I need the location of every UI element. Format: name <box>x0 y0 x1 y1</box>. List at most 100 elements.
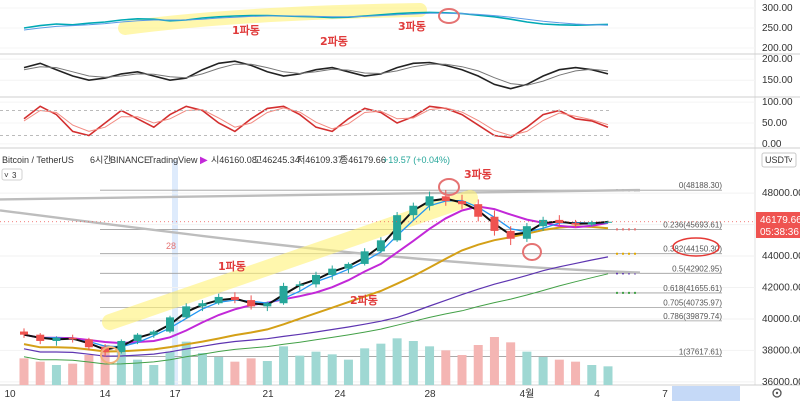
fib-level-label: 0.705(40735.97) <box>663 298 722 307</box>
time-tick-label: 14 <box>99 389 111 400</box>
high-value: 고46245.34 <box>254 155 300 165</box>
volume-bar <box>457 355 467 385</box>
osc-line <box>23 12 609 31</box>
fib-level-label: 0.5(42902.95) <box>672 264 722 273</box>
candle-body <box>117 340 126 352</box>
chevron-down-icon: ˅ <box>4 171 9 180</box>
volume-bar <box>35 361 45 385</box>
volume-bar <box>116 348 126 385</box>
source-label: TradingView <box>148 155 198 165</box>
chevron-down-icon: ˅ <box>788 156 793 165</box>
last-price-value: 46179.66 <box>760 215 800 226</box>
osc-tick-label: 300.00 <box>762 3 793 14</box>
top-wave-3-label: 3파동 <box>398 19 426 33</box>
osc-top-circle <box>438 8 460 24</box>
volume-layer <box>19 337 613 385</box>
fib-level-label: 1(37617.61) <box>679 347 722 356</box>
volume-bar <box>230 361 240 385</box>
volume-bar <box>392 338 402 385</box>
main-wave-2-label: 2파동 <box>350 293 378 307</box>
candle-body <box>20 331 28 335</box>
plot-background <box>0 0 755 401</box>
upper-trendline <box>0 188 641 201</box>
fib-level-label: 0.382(44150.30) <box>663 245 722 254</box>
candle-body <box>52 337 61 341</box>
candles-layer[interactable] <box>20 190 612 357</box>
time-tick-label: 4 <box>594 389 600 400</box>
volume-bar <box>571 361 581 385</box>
fib-level-label: 0.618(41655.61) <box>663 284 722 293</box>
candle-body <box>522 226 531 239</box>
volume-bar <box>279 346 289 385</box>
time-tick-label: 17 <box>169 389 181 400</box>
top-wave-2-label: 2파동 <box>320 34 348 48</box>
candle-body <box>393 215 402 241</box>
volume-bar <box>587 365 597 385</box>
time-tick-label: 28 <box>424 389 436 400</box>
volume-bar <box>554 359 564 385</box>
candle-body <box>587 222 596 225</box>
candle-body <box>36 334 45 341</box>
candle-body <box>247 300 256 307</box>
volume-bar <box>343 359 353 385</box>
countdown-timer: 05:38:36 <box>760 227 799 238</box>
candle-body <box>344 263 353 269</box>
settings-gear-icon[interactable] <box>772 388 782 398</box>
candle-body <box>474 204 483 217</box>
oscillator-layer <box>0 3 612 139</box>
osc-tick-label: 150.00 <box>762 75 793 86</box>
osc-tick-label: 200.00 <box>762 43 793 54</box>
flag-icon: ▶ <box>200 155 208 166</box>
top-wave-1-label: 1파동 <box>232 23 260 37</box>
candle-body <box>149 331 158 335</box>
candle-body <box>230 296 239 301</box>
vertical-highlight-column <box>172 160 178 385</box>
interval-label[interactable]: 6시간 <box>90 155 112 165</box>
candle-body <box>263 303 272 307</box>
candle-body <box>312 274 320 285</box>
volume-bar <box>538 357 548 385</box>
candle-body <box>68 337 77 340</box>
time-tick-label: 4월 <box>520 388 535 400</box>
time-tick-label: 10 <box>4 389 16 400</box>
osc-tick-label: 100.00 <box>762 97 793 108</box>
fib-level-label: 0(48188.30) <box>679 181 722 190</box>
volume-bar <box>84 355 94 385</box>
symbol-name[interactable]: Bitcoin / TetherUS <box>2 155 74 165</box>
candle-body <box>328 268 337 275</box>
volume-bar <box>506 342 516 385</box>
volume-bar <box>295 355 305 385</box>
indicator-count: 3 <box>12 171 17 180</box>
main-wave-highlight <box>102 189 478 331</box>
osc-tick-label: 50.00 <box>762 118 787 129</box>
currency-selector[interactable]: USDT ˅ <box>761 152 797 168</box>
candle-body <box>458 201 466 205</box>
volume-bar <box>51 365 61 385</box>
candle-body <box>166 317 174 332</box>
fib-level-label: 0.236(45693.61) <box>663 220 722 229</box>
candle-body <box>539 219 548 227</box>
volume-bar <box>441 350 451 385</box>
candle-body <box>376 240 385 252</box>
volume-bar <box>19 358 29 385</box>
highlight-layer <box>102 189 478 331</box>
price-tick-label: 44000.00 <box>762 251 800 262</box>
osc-tick-label: 0.00 <box>762 139 782 150</box>
pullback-circle <box>522 243 542 261</box>
volume-bar <box>408 341 418 385</box>
candle-body <box>425 196 434 206</box>
time-tick-label: 21 <box>262 389 274 400</box>
volume-bar <box>133 359 143 385</box>
candle-body <box>182 306 191 318</box>
price-tick-label: 40000.00 <box>762 314 800 325</box>
change-value: +19.57 (+0.04%) <box>383 155 450 165</box>
candle-body <box>84 339 93 348</box>
osc-tick-label: 250.00 <box>762 23 793 34</box>
indicator-toggle[interactable]: ˅ 3 <box>1 168 23 181</box>
candle-body <box>409 205 418 216</box>
candle-body <box>490 216 499 231</box>
osc-line <box>23 60 609 90</box>
last-price-badge: 46179.66 05:38:36 <box>756 212 800 238</box>
candle-body <box>198 303 207 307</box>
